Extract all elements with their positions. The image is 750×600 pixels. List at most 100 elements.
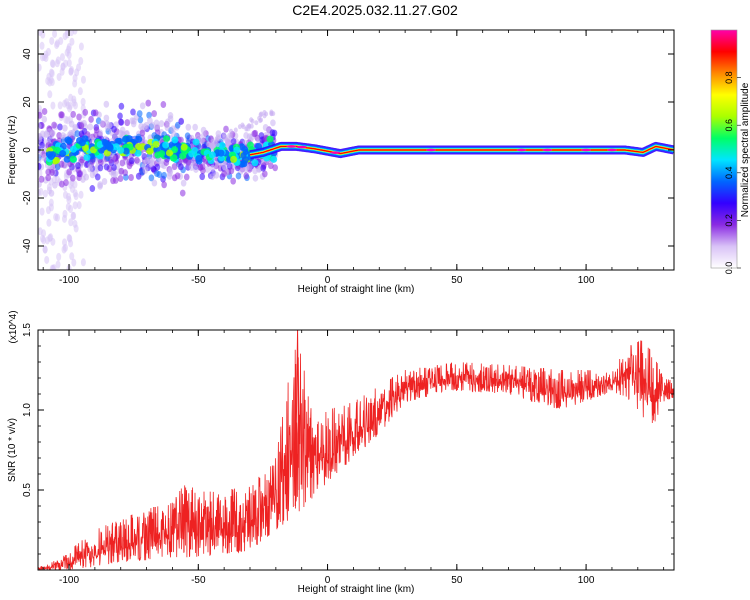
spectrogram-point (74, 130, 81, 138)
spectrogram-point (171, 146, 179, 154)
spectrogram-point (167, 112, 174, 120)
spectrogram-point (193, 165, 199, 173)
colorbar: 0.0 0.2 0.4 0.6 0.8 Normalized spectral ampl… (710, 29, 750, 275)
spectrogram-point (208, 151, 216, 159)
spectrogram-y-tick-label: -40 (22, 238, 33, 253)
spectrogram-point (46, 218, 52, 227)
spectrogram-point (82, 108, 89, 116)
spectrogram-point (135, 143, 143, 151)
spectrogram-point (38, 169, 43, 178)
spectrogram-point (75, 162, 81, 170)
spectrogram-point (64, 136, 72, 144)
spectrogram-point (147, 117, 153, 125)
spectrogram-band (249, 145, 674, 156)
spectrogram-point (110, 171, 117, 179)
spectrogram-point (134, 156, 140, 164)
spectrogram-point (148, 174, 155, 182)
spectrogram-point (77, 170, 84, 178)
spectrogram-x-tick-label: -100 (59, 275, 79, 286)
spectrogram-point (119, 159, 126, 167)
spectrogram-point (255, 143, 263, 151)
spectrogram-point (72, 189, 78, 198)
spectrogram-point (233, 146, 241, 154)
spectrogram-point (63, 155, 71, 163)
spectrogram-point (54, 41, 60, 50)
spectrogram-point (192, 138, 200, 146)
spectrogram-point (218, 142, 226, 150)
spectrogram-point (80, 75, 86, 84)
spectrogram-point (179, 189, 186, 197)
spectrogram-point (145, 99, 152, 107)
spectrogram-point (112, 154, 119, 162)
spectrogram-point (41, 236, 47, 245)
spectrogram-point (72, 79, 78, 88)
spectrogram-point (52, 30, 58, 38)
spectrogram-point (38, 175, 45, 183)
spectrogram-point (53, 156, 61, 164)
spectrogram-point (165, 118, 171, 126)
spectrogram-point (67, 101, 73, 110)
spectrogram-point (103, 163, 110, 171)
spectrogram-point (80, 258, 86, 267)
spectrogram-point (60, 132, 66, 140)
spectrogram-point (163, 158, 170, 166)
spectrogram-point (151, 179, 158, 187)
spectrogram-point (180, 143, 188, 151)
spectrogram-point (221, 163, 228, 171)
snr-plot-area (38, 330, 674, 570)
spectrogram-point (170, 154, 178, 162)
snr-x-tick-label: -100 (59, 575, 79, 586)
snr-x-tick-label: 100 (578, 575, 595, 586)
spectrogram-point (134, 149, 142, 157)
spectrogram-point (106, 144, 114, 152)
spectrogram-point (230, 155, 238, 163)
spectrogram-point (118, 167, 125, 175)
spectrogram-marks (38, 30, 674, 270)
spectrogram-point (235, 172, 242, 180)
spectrogram-point (38, 63, 42, 72)
spectrogram-point (66, 168, 72, 176)
spectrogram-point (41, 107, 48, 115)
spectrogram-y-tick-label: 40 (22, 48, 33, 60)
spectrogram-point (46, 128, 53, 136)
spectrogram-point (56, 132, 62, 140)
spectrogram-point (215, 130, 222, 138)
spectrogram-point (58, 160, 65, 168)
spectrogram-point (130, 120, 137, 128)
colorbar-tick-label: 0.4 (724, 167, 734, 180)
spectrogram-point (229, 128, 234, 134)
spectrogram-point (260, 164, 267, 172)
snr-series-line (38, 340, 674, 570)
spectrogram-point (118, 130, 124, 138)
spectrogram-point (217, 149, 225, 157)
spectrogram-point (243, 131, 249, 139)
spectrogram-point (111, 125, 117, 133)
spectrogram-point (69, 252, 75, 261)
spectrogram-point (66, 59, 72, 68)
spectrogram-point (192, 123, 198, 131)
spectrogram-point (42, 245, 48, 254)
snr-x-ticks: -100 -50 0 50 100 (42, 330, 665, 586)
colorbar-tick-label: 0.8 (724, 71, 734, 84)
spectrogram-point (78, 190, 84, 199)
spectrogram-point (56, 252, 62, 261)
spectrogram-point (76, 136, 84, 144)
colorbar-tick-label: 0.0 (724, 262, 734, 275)
spectrogram-point (53, 146, 61, 154)
spectrogram-point (101, 178, 108, 186)
spectrogram-point (65, 202, 71, 211)
spectrogram-point (83, 153, 91, 161)
spectrogram-point (77, 87, 83, 96)
spectrogram-point (69, 66, 75, 75)
spectrogram-point (73, 224, 79, 233)
spectrogram-point (117, 146, 125, 154)
spectrogram-point (188, 150, 196, 158)
spectrogram-point (209, 173, 216, 181)
spectrogram-point (44, 255, 50, 264)
spectrogram-point (241, 156, 249, 164)
spectrogram-point (170, 125, 176, 133)
spectrogram-point (89, 157, 96, 165)
spectrogram-point (49, 36, 55, 45)
snr-x-label: Height of straight line (km) (298, 584, 415, 595)
spectrogram-x-tick-label: -50 (191, 275, 206, 286)
